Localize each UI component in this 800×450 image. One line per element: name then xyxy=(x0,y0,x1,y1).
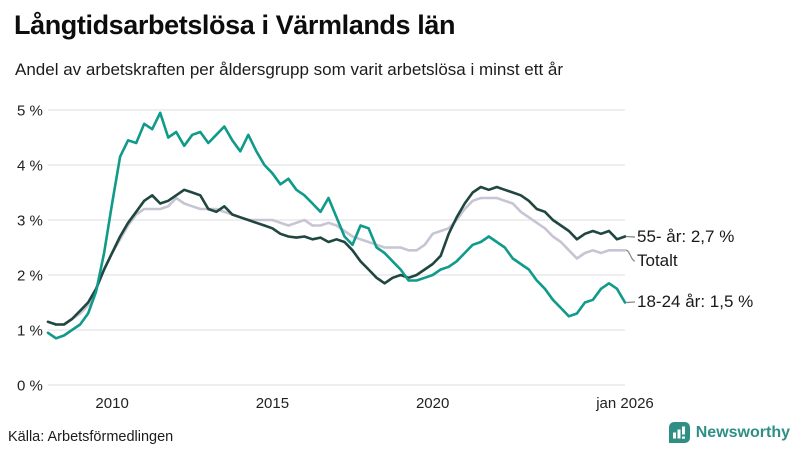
series-end-label-totalt: Totalt xyxy=(637,251,678,270)
series-line-18-24-ar xyxy=(46,111,627,340)
chart-subtitle: Andel av arbetskraften per åldersgrupp s… xyxy=(15,60,564,79)
series-line-55-ar xyxy=(46,185,627,326)
source-note: Källa: Arbetsförmedlingen xyxy=(8,429,174,445)
page-title: Långtidsarbetslösa i Värmlands län xyxy=(14,10,456,40)
x-tick-label: jan 2026 xyxy=(595,395,654,412)
x-tick-label: 2020 xyxy=(416,395,449,412)
newsworthy-logo: Newsworthy xyxy=(668,422,790,443)
label-connector-55-ar xyxy=(625,235,636,238)
y-tick-label: 3 % xyxy=(17,213,43,230)
series-line-totalt xyxy=(46,196,627,326)
label-connector-totalt xyxy=(625,249,636,262)
y-tick-label: 2 % xyxy=(17,268,43,285)
label-connector-18-24-ar xyxy=(625,301,636,304)
series-end-label-18-24: 18-24 år: 1,5 % xyxy=(637,292,754,311)
newsworthy-bars-icon xyxy=(668,422,690,443)
y-tick-label: 1 % xyxy=(17,323,43,340)
y-tick-label: 4 % xyxy=(17,158,43,175)
x-tick-label: 2010 xyxy=(95,395,128,412)
series-end-label-55: 55- år: 2,7 % xyxy=(637,227,735,246)
newsworthy-wordmark: Newsworthy xyxy=(695,423,790,441)
x-tick-label: 2015 xyxy=(256,395,289,412)
y-tick-label: 5 % xyxy=(17,103,43,120)
y-tick-label: 0 % xyxy=(17,378,43,395)
